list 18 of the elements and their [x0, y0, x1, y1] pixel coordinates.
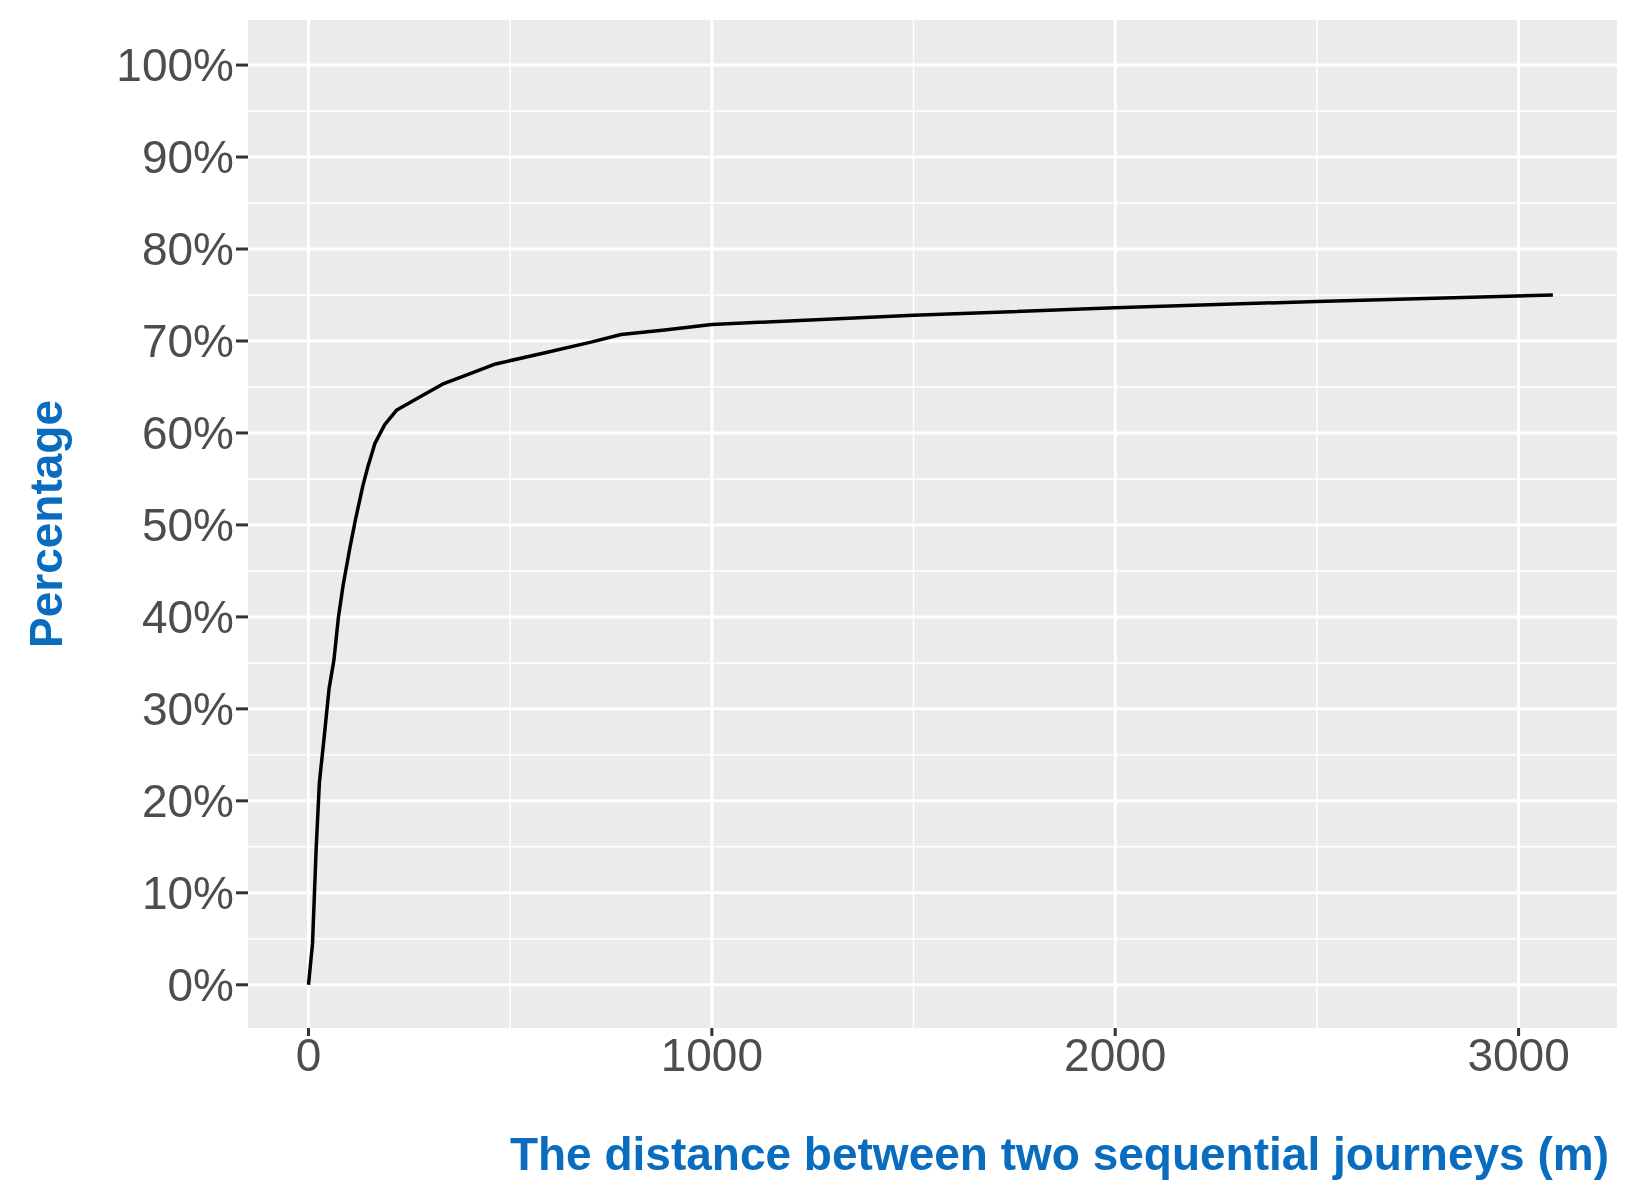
- y-tick-label: 70%: [141, 315, 234, 368]
- y-tick-label: 40%: [141, 591, 234, 644]
- y-tick-label: 80%: [141, 223, 234, 276]
- y-tick-label: 100%: [116, 39, 234, 92]
- y-tick-label: 10%: [141, 867, 234, 920]
- x-tick-label: 3000: [1467, 1028, 1570, 1081]
- y-tick-label: 50%: [141, 499, 234, 552]
- x-tick-label: 1000: [660, 1028, 764, 1081]
- x-tick-label: 2000: [1064, 1028, 1167, 1081]
- y-tick-label: 90%: [141, 131, 234, 184]
- x-tick-label: 0: [295, 1028, 322, 1081]
- x-axis-title: The distance between two sequential journeys (m): [509, 1128, 1609, 1180]
- line-series: [306, 293, 1555, 987]
- y-axis-title: Percentage: [20, 399, 73, 649]
- y-tick-label: 20%: [141, 775, 234, 828]
- y-tick-label: 30%: [141, 683, 234, 736]
- y-tick-label: 60%: [141, 407, 234, 460]
- y-tick-label: 0%: [167, 959, 234, 1012]
